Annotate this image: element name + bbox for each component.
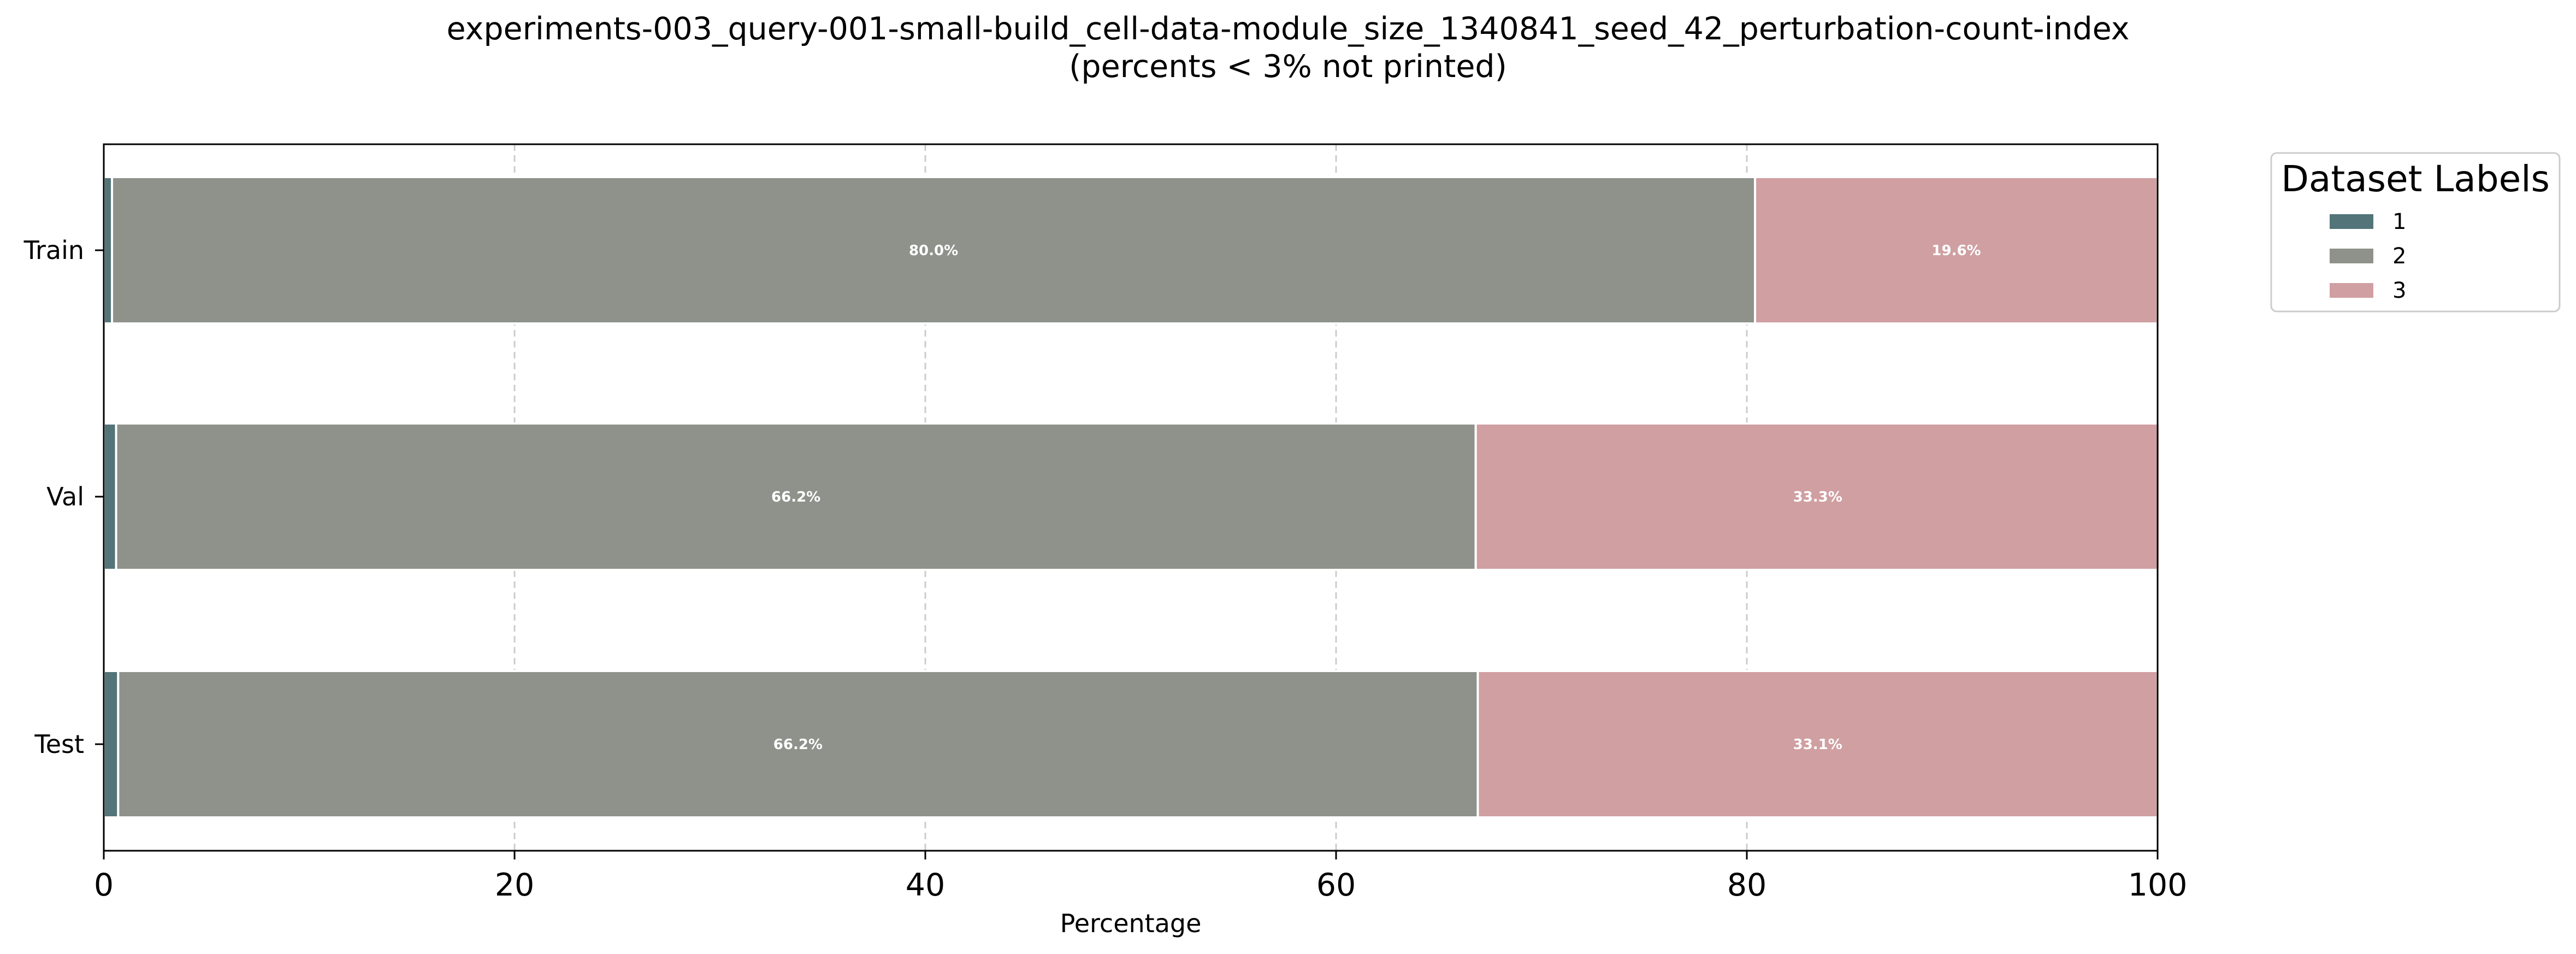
x-tick-label: 60: [1316, 867, 1356, 903]
bar-segment-val-3: [1474, 422, 2161, 571]
legend-box: [2270, 152, 2561, 313]
bar-value-label: 33.3%: [1793, 489, 1842, 505]
chart-subtitle: (percents < 3% not printed): [1069, 49, 1507, 85]
x-axis-label: Percentage: [1060, 909, 1202, 938]
bar-segment-test-1: [103, 670, 120, 818]
y-tick-label: Train: [23, 235, 84, 265]
bar-segment-train-3: [1754, 176, 2159, 325]
legend-swatch: [2330, 249, 2373, 263]
y-tick-label: Val: [46, 482, 84, 511]
legend-entry-label: 1: [2392, 209, 2406, 234]
bar-segment-test-2: [117, 670, 1479, 818]
legend-swatch: [2330, 214, 2373, 229]
x-tick-label: 40: [906, 867, 946, 903]
x-tick-label: 80: [1727, 867, 1767, 903]
bar-segment-val-2: [115, 422, 1477, 571]
bar-value-label: 19.6%: [1931, 243, 1981, 259]
legend-swatch: [2330, 283, 2373, 298]
legend-entry-label: 3: [2392, 278, 2406, 303]
legend: Dataset Labels 1 2 3: [2270, 152, 2561, 313]
y-axis: Train Val Test: [23, 235, 104, 759]
x-tick-label: 20: [495, 867, 535, 903]
bar-segment-train-1: [103, 176, 114, 325]
legend-title: Dataset Labels: [2281, 158, 2550, 200]
x-axis: 0 20 40 60 80 100: [94, 851, 2188, 903]
legend-entry-label: 2: [2392, 244, 2406, 269]
x-tick-label: 0: [94, 867, 114, 903]
bar-value-label: 33.1%: [1793, 737, 1842, 753]
bar-segment-train-2: [111, 176, 1757, 325]
chart-title: experiments-003_query-001-small-build_ce…: [447, 11, 2130, 47]
bar-value-label: 80.0%: [909, 243, 958, 259]
bar-segment-val-1: [103, 422, 117, 571]
bars: 80.0% 19.6% 66.2% 33.3% 66.2% 33.1%: [103, 176, 2161, 818]
bar-value-label: 66.2%: [771, 489, 820, 505]
bar-segment-test-3: [1476, 670, 2159, 818]
y-tick-label: Test: [34, 729, 84, 759]
bar-value-label: 66.2%: [773, 737, 823, 753]
x-tick-label: 100: [2128, 867, 2188, 903]
